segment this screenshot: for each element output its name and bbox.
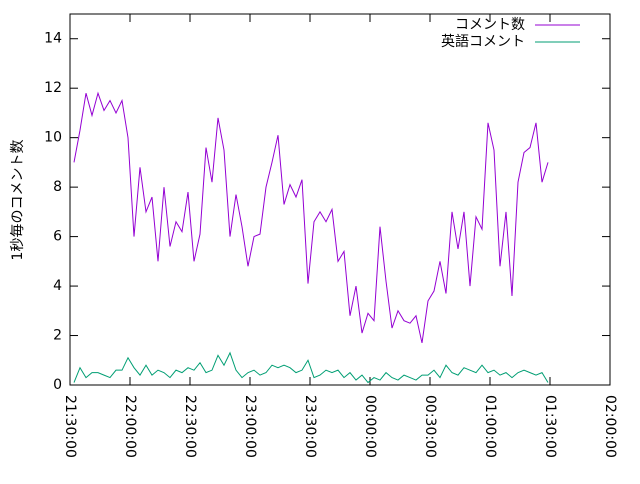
x-tick-label: 22:00:00 — [122, 395, 138, 458]
y-tick-label: 0 — [53, 377, 62, 393]
legend-label: 英語コメント — [441, 33, 525, 50]
y-tick-label: 2 — [53, 328, 62, 344]
x-tick-label: 22:30:00 — [182, 395, 198, 458]
plot-border — [69, 13, 611, 386]
x-tick-label: 02:00:00 — [602, 395, 618, 458]
y-tick-label: 12 — [44, 80, 62, 96]
y-tick-label: 4 — [53, 278, 62, 294]
y-tick-label: 14 — [44, 31, 62, 47]
y-axis-label: 1秒毎のコメント数 — [10, 140, 26, 261]
y-tick-label: 10 — [44, 130, 62, 146]
x-tick-label: 23:00:00 — [242, 395, 258, 458]
x-tick-label: 01:00:00 — [482, 395, 498, 458]
x-tick-label: 01:30:00 — [542, 395, 558, 458]
data-line — [73, 351, 549, 384]
legend-label: コメント数 — [455, 17, 525, 33]
x-tick-label: 00:00:00 — [362, 395, 378, 458]
x-tick-label: 23:30:00 — [302, 395, 318, 458]
x-tick-label: 21:30:00 — [62, 395, 78, 458]
data-line — [73, 91, 549, 344]
y-tick-label: 6 — [53, 229, 62, 245]
y-tick-label: 8 — [53, 179, 62, 195]
x-tick-label: 00:30:00 — [422, 395, 438, 458]
